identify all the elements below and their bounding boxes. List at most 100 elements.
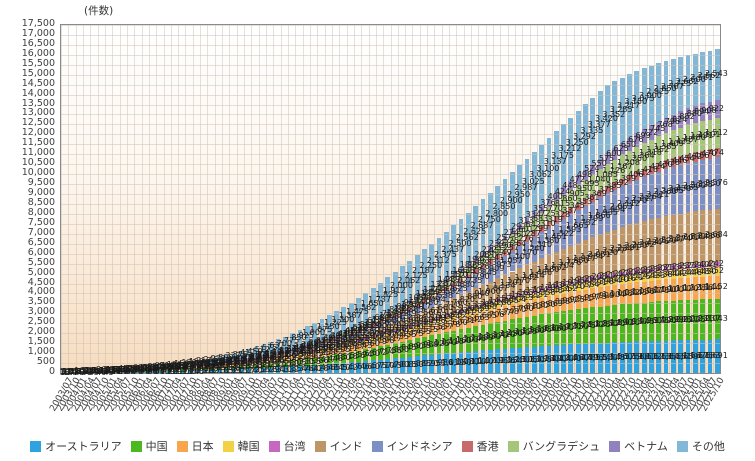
bar-segment-ベトナム xyxy=(546,199,552,207)
bar-segment-中国 xyxy=(575,309,581,344)
bar-segment-オーストラリア xyxy=(297,365,303,373)
bar-segment-インド xyxy=(363,333,369,339)
bar-column xyxy=(405,25,413,373)
bar-segment-バングラデシュ xyxy=(612,159,618,183)
bar-segment-バングラデシュ xyxy=(649,139,654,166)
bar-segment-ベトナム xyxy=(443,278,449,282)
bar-segment-日本 xyxy=(678,278,684,301)
bar-segment-オーストラリア xyxy=(663,340,669,373)
bar-segment-インドネシア xyxy=(326,341,332,345)
bar-segment-インドネシア xyxy=(370,326,376,331)
bar-segment-インド xyxy=(473,288,479,306)
bar-segment-香港 xyxy=(465,273,471,279)
bar-segment-インドネシア xyxy=(465,278,471,292)
legend-item: インド xyxy=(314,438,363,454)
y-tick-label: 1,500 xyxy=(27,336,55,348)
bar-segment-ベトナム xyxy=(678,111,684,128)
bar-segment-バングラデシュ xyxy=(627,151,632,176)
bar-segment-中国 xyxy=(627,303,632,342)
bar-segment-台湾 xyxy=(649,267,654,273)
bar-segment-その他 xyxy=(487,192,493,248)
h-gridline xyxy=(61,323,720,325)
h-gridline xyxy=(61,34,720,36)
bar-segment-その他 xyxy=(173,363,178,367)
bar-segment-バングラデシュ xyxy=(473,262,479,270)
bar-segment-香港 xyxy=(685,154,691,164)
y-tick-label: 13,500 xyxy=(21,97,55,109)
bar-segment-インド xyxy=(297,351,303,354)
h-gridline xyxy=(61,114,720,116)
bar-segment-台湾 xyxy=(656,266,662,272)
bar-segment-中国 xyxy=(656,301,662,341)
bar-segment-香港 xyxy=(429,295,435,299)
bar-segment-香港 xyxy=(480,264,486,270)
bar-segment-その他 xyxy=(290,333,296,349)
y-tick-label: 16,000 xyxy=(21,47,55,59)
bar-segment-インド xyxy=(385,325,391,333)
legend-label: インド xyxy=(329,440,363,453)
bar-column xyxy=(207,25,215,373)
bar-segment-韓国 xyxy=(539,291,544,298)
bar-segment-バングラデシュ xyxy=(634,146,640,172)
bar-segment-台湾 xyxy=(414,323,420,326)
bar-segment-インド xyxy=(634,222,640,270)
bar-segment-その他 xyxy=(619,77,625,144)
bar-segment-インドネシア xyxy=(297,349,303,352)
bar-column xyxy=(222,25,230,373)
bar-segment-インドネシア xyxy=(692,161,698,212)
bar-segment-台湾 xyxy=(546,285,552,290)
bar-segment-インドネシア xyxy=(348,334,354,339)
x-axis-tick-labels: 2003/07 2003/10 2004/01 2004/04 2004/07 2004/… xyxy=(48,374,727,436)
legend-label: 日本 xyxy=(191,440,214,453)
bar-column xyxy=(82,25,91,373)
bar-segment-インド xyxy=(641,220,647,269)
bar-segment-その他 xyxy=(568,117,574,182)
bar-segment-韓国 xyxy=(407,327,413,331)
bar-segment-台湾 xyxy=(443,314,449,317)
bar-segment-日本 xyxy=(400,332,405,342)
bar-segment-インド xyxy=(714,208,720,263)
bar-segment-韓国 xyxy=(619,276,625,285)
bar-segment-インド xyxy=(524,264,530,292)
h-gridline xyxy=(61,223,720,225)
bar-segment-オーストラリア xyxy=(136,371,142,373)
bar-segment-オーストラリア xyxy=(685,340,691,373)
bar-segment-バングラデシュ xyxy=(597,169,603,191)
bar-column xyxy=(471,25,479,373)
bar-column xyxy=(602,25,611,373)
bar-segment-ベトナム xyxy=(363,323,369,326)
bar-segment-インドネシア xyxy=(700,160,706,211)
bar-segment-オーストラリア xyxy=(224,369,230,373)
bar-segment-その他 xyxy=(385,277,391,314)
bar-segment-インドネシア xyxy=(231,360,237,362)
bar-segment-オーストラリア xyxy=(385,358,391,373)
bar-column xyxy=(434,25,442,373)
bar-segment-韓国 xyxy=(282,356,288,358)
h-gridline xyxy=(61,313,720,315)
bar-segment-インドネシア xyxy=(678,165,684,214)
y-tick-label: 1,000 xyxy=(27,346,55,358)
bar-segment-オーストラリア xyxy=(114,372,120,373)
y-tick-label: 2,000 xyxy=(27,326,55,338)
bar-column xyxy=(397,25,406,373)
bar-segment-韓国 xyxy=(202,365,208,367)
bar-segment-インドネシア xyxy=(319,343,325,347)
bar-segment-韓国 xyxy=(480,306,486,312)
bar-segment-台湾 xyxy=(641,268,647,274)
bar-segment-中国 xyxy=(341,353,347,363)
bar-column xyxy=(595,25,604,373)
bar-column xyxy=(302,25,311,373)
bar-segment-オーストラリア xyxy=(480,350,486,373)
bar-segment-バングラデシュ xyxy=(509,235,515,246)
bar-segment-インド xyxy=(656,217,662,267)
bar-segment-インド xyxy=(238,360,244,362)
bar-segment-インド xyxy=(700,210,706,264)
legend-swatch xyxy=(314,440,326,452)
bar-segment-オーストラリア xyxy=(487,349,493,373)
bar-column xyxy=(463,25,472,373)
bar-column xyxy=(566,25,574,373)
bar-segment-韓国 xyxy=(553,288,559,295)
bar-segment-その他 xyxy=(495,185,501,242)
bar-segment-ベトナム xyxy=(458,269,464,273)
y-tick-label: 16,500 xyxy=(21,37,55,49)
